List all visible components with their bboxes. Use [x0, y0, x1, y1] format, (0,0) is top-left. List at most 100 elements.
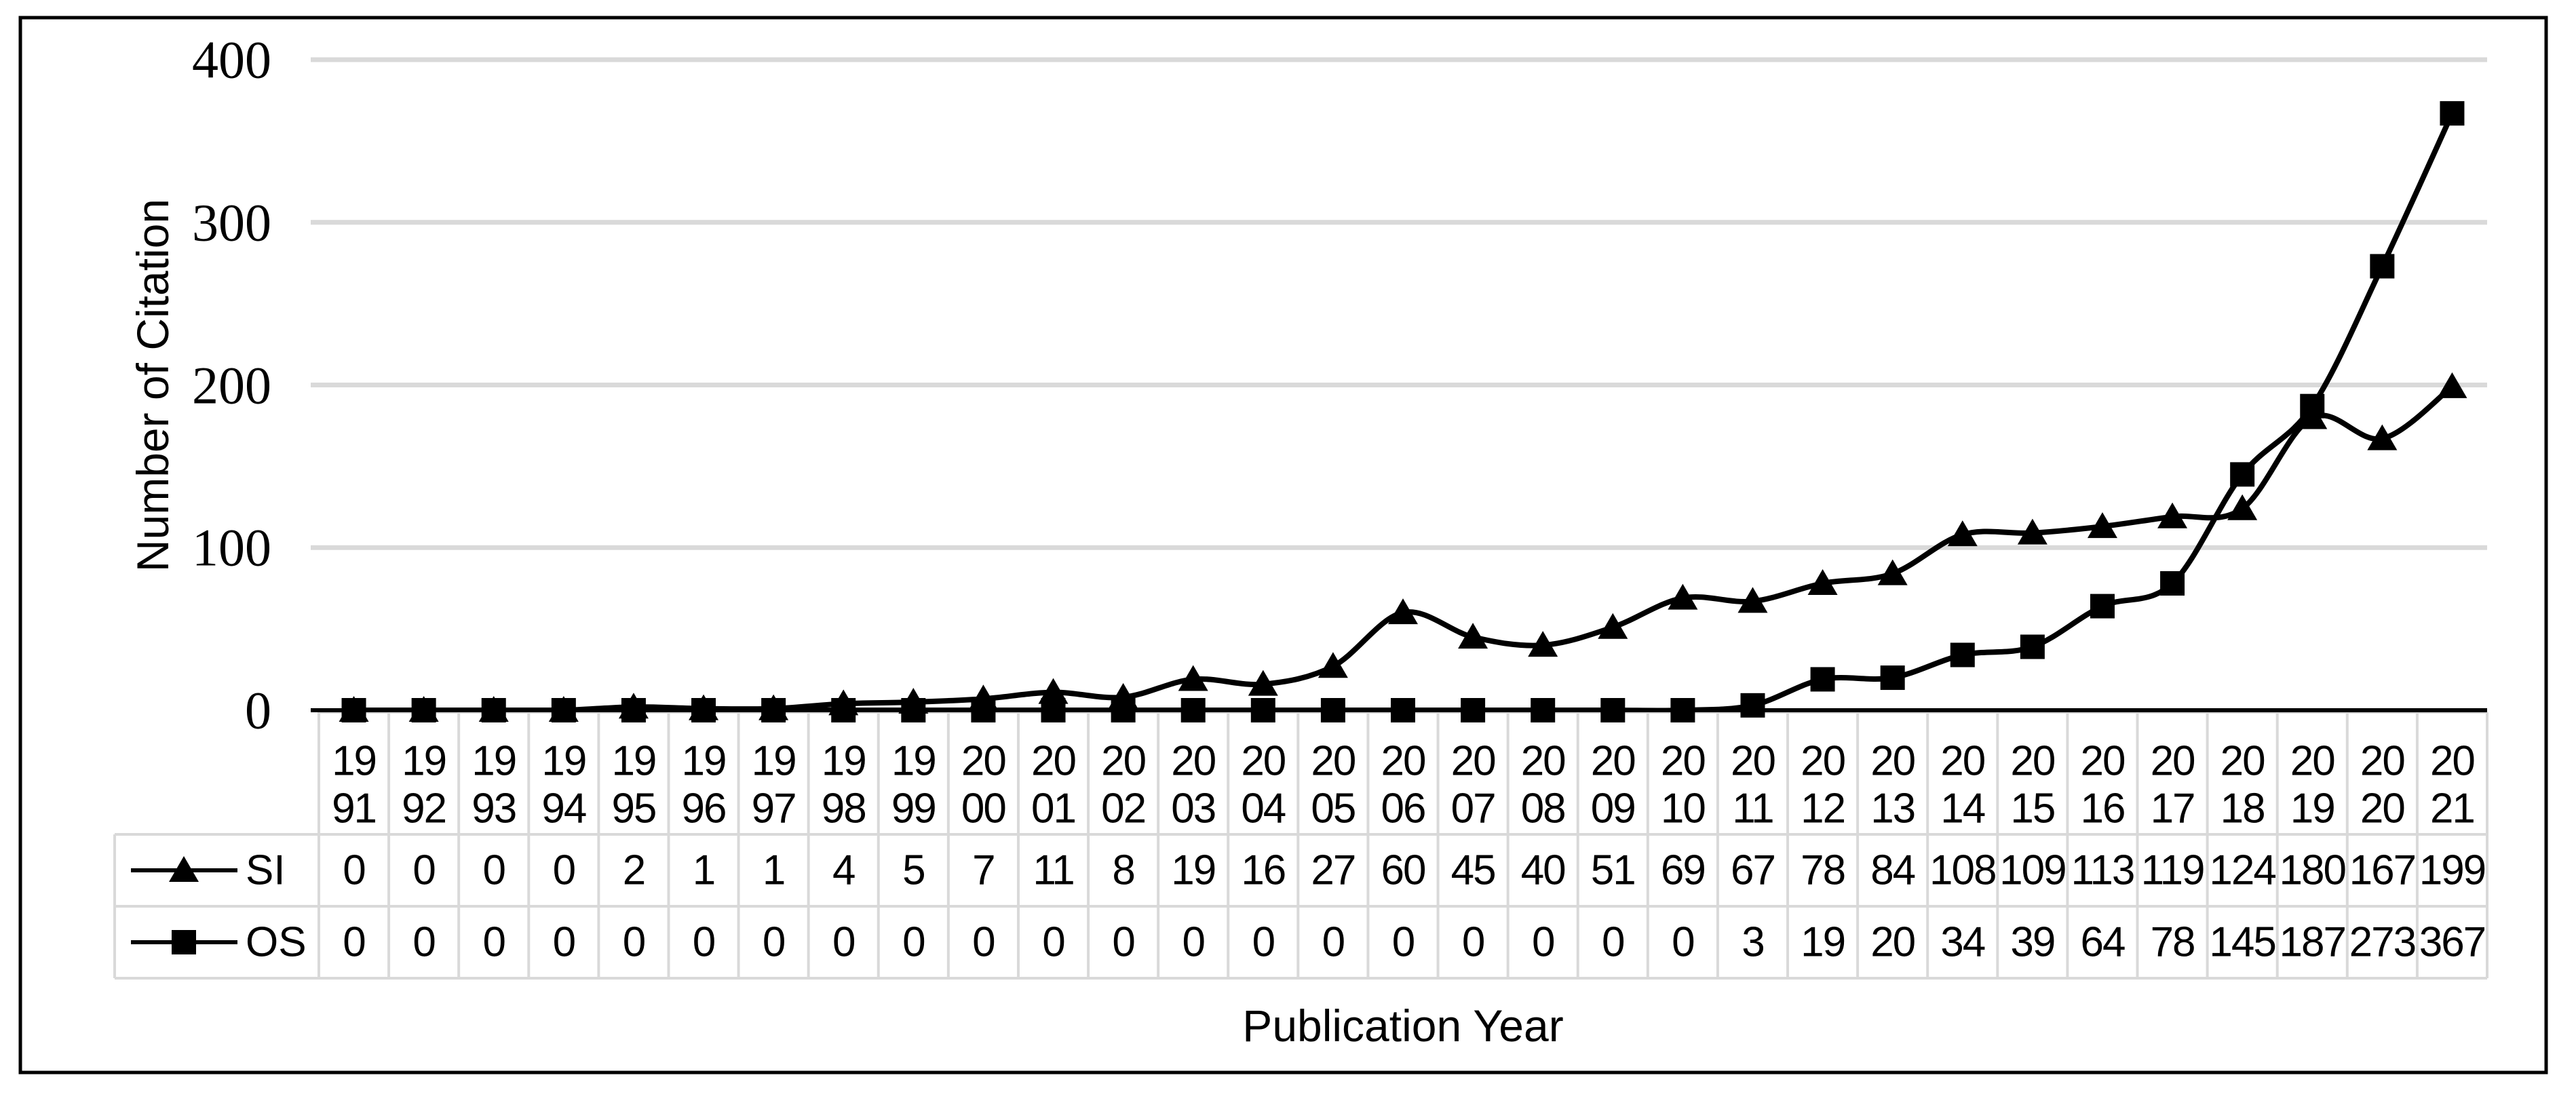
os-marker-2018 — [2230, 462, 2255, 487]
legend-label-os: OS — [246, 919, 307, 966]
y-tick-label-200: 200 — [192, 356, 271, 415]
x-tick-2010-line2: 10 — [1661, 786, 1705, 832]
table-cell-OS-2014: 34 — [1940, 919, 1984, 966]
table-cell-OS-2021: 367 — [2419, 919, 2485, 966]
x-tick-1991-line1: 19 — [332, 738, 376, 785]
si-marker-2004 — [1248, 670, 1278, 696]
x-tick-2016-line2: 16 — [2080, 786, 2124, 832]
x-tick-1999-line2: 99 — [891, 786, 936, 832]
table-cell-OS-2020: 273 — [2349, 919, 2415, 966]
si-marker-2013 — [1877, 559, 1908, 585]
os-marker-2002 — [1111, 698, 1136, 722]
table-cell-OS-2010: 0 — [1672, 919, 1694, 966]
table-cell-OS-2011: 3 — [1742, 919, 1763, 966]
table-cell-OS-2002: 0 — [1112, 919, 1134, 966]
si-marker-2021 — [2437, 372, 2467, 398]
si-marker-2017 — [2157, 502, 2188, 528]
x-tick-2020-line2: 20 — [2360, 786, 2404, 832]
legend-marks — [131, 856, 237, 954]
x-tick-2009-line2: 09 — [1591, 786, 1635, 832]
x-tick-2009-line1: 20 — [1591, 738, 1635, 785]
x-tick-2015-line2: 15 — [2010, 786, 2054, 832]
os-marker-2008 — [1531, 698, 1556, 722]
os-marker-2005 — [1320, 698, 1345, 722]
table-cell-SI-2017: 119 — [2141, 847, 2204, 894]
table-cell-OS-2009: 0 — [1602, 919, 1624, 966]
si-marker-2015 — [2017, 518, 2048, 545]
si-marker-2008 — [1528, 631, 1558, 657]
table-cell-OS-2017: 78 — [2151, 919, 2195, 966]
x-tick-2012-line1: 20 — [1801, 738, 1845, 785]
x-tick-2004-line1: 20 — [1241, 738, 1285, 785]
table-cell-values: 0 0 0 0 2 1 1 4 5 7 11 8 19 16 27 60 45 40 51 69 67 78 84 108 10… — [343, 847, 2486, 966]
x-tick-2005-line2: 05 — [1311, 786, 1355, 832]
x-tick-1992-line2: 92 — [402, 786, 446, 832]
si-marker-2005 — [1318, 652, 1348, 678]
os-marker-1993 — [481, 698, 506, 722]
table-cell-OS-1991: 0 — [343, 919, 365, 966]
table-cell-OS-2019: 187 — [2280, 919, 2345, 966]
x-tick-2012-line2: 12 — [1801, 786, 1845, 832]
x-tick-2008-line1: 20 — [1521, 738, 1565, 785]
x-tick-2011-line1: 20 — [1731, 738, 1775, 785]
y-tick-label-300: 300 — [192, 193, 271, 252]
os-marker-1995 — [621, 698, 646, 722]
x-tick-1992-line1: 19 — [402, 738, 446, 785]
os-marker-2013 — [1880, 665, 1905, 691]
si-marker-2016 — [2087, 512, 2117, 539]
x-tick-2006-line2: 06 — [1381, 786, 1425, 832]
x-tick-2003-line1: 20 — [1171, 738, 1215, 785]
x-tick-2013-line1: 20 — [1870, 738, 1915, 785]
table-cell-SI-2018: 124 — [2209, 847, 2275, 894]
os-marker-1999 — [901, 698, 926, 722]
table-cell-SI-1999: 5 — [902, 847, 924, 894]
x-tick-2007-line1: 20 — [1451, 738, 1495, 785]
x-tick-2005-line1: 20 — [1311, 738, 1355, 785]
table-cell-SI-1998: 4 — [832, 847, 855, 894]
x-tick-labels: 1991199219931994199519961997199819992000… — [332, 738, 2476, 832]
table-cell-SI-1994: 0 — [553, 847, 575, 894]
table-cell-SI-2016: 113 — [2071, 847, 2134, 894]
os-marker-2000 — [971, 698, 996, 722]
x-tick-2002-line1: 20 — [1101, 738, 1145, 785]
x-tick-2018-line2: 18 — [2221, 786, 2265, 832]
table-borders — [113, 711, 2488, 980]
table-cell-OS-1994: 0 — [553, 919, 575, 966]
table-cell-SI-2015: 109 — [1999, 847, 2065, 894]
table-cell-OS-2000: 0 — [972, 919, 995, 966]
y-axis-title: Number of Citation — [128, 199, 178, 572]
si-marker-2006 — [1388, 598, 1418, 625]
series-markers — [339, 101, 2467, 722]
table-cell-SI-2008: 40 — [1521, 847, 1565, 894]
x-tick-1998-line1: 19 — [822, 738, 866, 785]
table-cell-OS-2018: 145 — [2209, 919, 2275, 966]
x-tick-2020-line1: 20 — [2360, 738, 2404, 785]
os-marker-1996 — [691, 698, 716, 722]
os-marker-1994 — [551, 698, 576, 722]
os-marker-2003 — [1180, 698, 1206, 722]
table-cell-OS-2003: 0 — [1182, 919, 1204, 966]
x-tick-2018-line1: 20 — [2221, 738, 2265, 785]
x-tick-2015-line1: 20 — [2010, 738, 2054, 785]
os-marker-2011 — [1740, 693, 1765, 718]
os-marker-2020 — [2370, 254, 2395, 279]
os-marker-2014 — [1950, 642, 1975, 667]
x-tick-2007-line2: 07 — [1451, 786, 1495, 832]
table-cell-SI-1993: 0 — [482, 847, 505, 894]
os-marker-2009 — [1600, 698, 1626, 722]
legend-label-si: SI — [246, 847, 286, 894]
si-marker-2009 — [1598, 613, 1628, 639]
gridlines — [311, 57, 2487, 550]
x-tick-2017-line2: 17 — [2151, 786, 2195, 832]
si-legend-marker — [169, 856, 199, 882]
table-cell-SI-2012: 78 — [1801, 847, 1845, 894]
table-cell-SI-2010: 69 — [1661, 847, 1705, 894]
os-marker-2004 — [1250, 698, 1275, 722]
si-marker-2003 — [1178, 665, 1208, 691]
x-tick-2021-line1: 20 — [2430, 738, 2474, 785]
table-cell-OS-1997: 0 — [763, 919, 785, 966]
os-marker-1997 — [761, 698, 786, 722]
x-tick-1997-line2: 97 — [752, 786, 796, 832]
table-cell-OS-2012: 19 — [1801, 919, 1845, 966]
